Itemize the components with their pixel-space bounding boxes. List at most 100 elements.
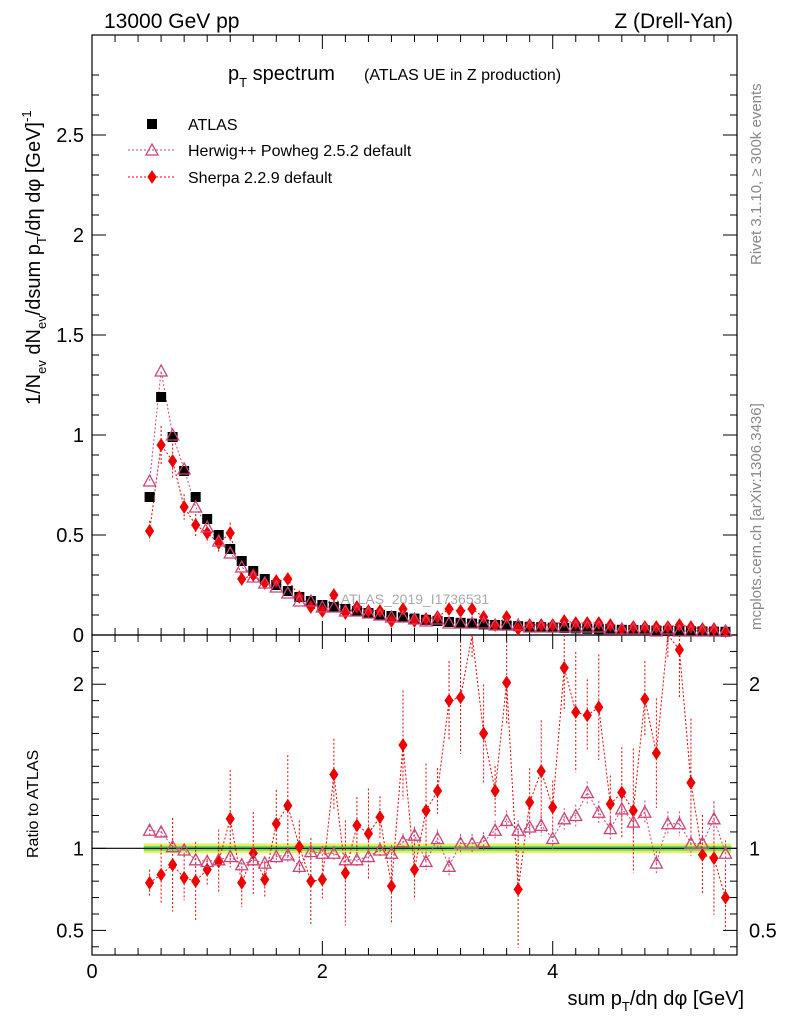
sherpa-ratio-point [559, 660, 569, 675]
herwig-point [603, 621, 618, 635]
sherpa-ratio-point [168, 857, 178, 872]
ratio-ytick-label: 1 [73, 838, 84, 860]
herwig-ratio-point [637, 804, 652, 818]
atlas-point [282, 586, 293, 596]
sherpa-point [444, 602, 454, 616]
sherpa-ratio-point [432, 783, 443, 798]
ratio-ytick-label-right: 0.5 [749, 920, 777, 942]
legend-label: Herwig++ Powheg 2.5.2 default [188, 143, 412, 160]
sherpa-ratio-point [363, 826, 374, 841]
herwig-point [211, 533, 226, 547]
herwig-ratio-point [511, 822, 526, 836]
sherpa-ratio-point [594, 700, 604, 715]
sherpa-point [191, 518, 201, 532]
sherpa-point [709, 622, 719, 636]
sherpa-ratio-point [375, 810, 385, 825]
herwig-point [545, 619, 560, 633]
herwig-ratio-line [149, 791, 726, 868]
sherpa-ratio-point [548, 800, 558, 815]
herwig-ratio-point [568, 808, 583, 822]
sherpa-point [663, 620, 673, 634]
herwig-point [223, 545, 238, 559]
main-series [142, 363, 733, 638]
ratio-ytick-label-right: 2 [749, 674, 760, 696]
herwig-point [488, 617, 503, 631]
sherpa-point [202, 526, 212, 540]
main-ytick-label: 1.5 [56, 325, 84, 347]
herwig-point [441, 615, 457, 629]
herwig-point [234, 559, 249, 573]
sherpa-point [421, 612, 431, 626]
sherpa-ratio-point [156, 867, 166, 882]
herwig-point [154, 363, 169, 377]
herwig-point [188, 499, 203, 513]
herwig-point [511, 617, 526, 631]
herwig-ratio-point [154, 824, 169, 838]
herwig-point [683, 623, 699, 637]
atlas-point [190, 492, 201, 502]
herwig-point [384, 609, 399, 623]
herwig-ratio-point [614, 801, 629, 815]
herwig-point [626, 621, 641, 635]
sherpa-ratio-point [490, 783, 500, 798]
herwig-point [303, 593, 318, 607]
herwig-ratio-point [280, 847, 295, 861]
herwig-point [614, 621, 629, 635]
sherpa-ratio-point [455, 690, 466, 705]
sherpa-ratio-line [149, 633, 726, 898]
ratio-ytick-label-right: 1 [749, 838, 760, 860]
sherpa-point [628, 620, 638, 634]
herwig-ratio-point [603, 821, 618, 835]
herwig-point [568, 619, 583, 633]
herwig-point [591, 619, 606, 633]
herwig-ratio-point [580, 785, 595, 799]
herwig-ratio-point [706, 811, 722, 825]
atlas-point [167, 432, 178, 442]
herwig-ratio-point [464, 836, 480, 850]
atlas-point [179, 466, 190, 476]
sherpa-ratio-point [340, 866, 350, 880]
herwig-point [557, 619, 572, 633]
sherpa-ratio-point [444, 693, 454, 708]
sherpa-ratio-point [479, 726, 489, 741]
atlas-point [559, 623, 570, 633]
atlas-point [156, 392, 167, 402]
herwig-point [361, 605, 376, 619]
atlas-point [467, 618, 478, 629]
atlas-point [455, 617, 466, 628]
herwig-ratio-point [626, 814, 641, 828]
sherpa-point [398, 602, 408, 616]
sherpa-point [640, 620, 650, 634]
main-axes: 0 0.5 1 1.5 2 2.5 [56, 35, 737, 647]
ratio-xtick-label: 0 [86, 961, 97, 983]
herwig-point [580, 619, 595, 633]
sherpa-ratio-point [144, 875, 155, 890]
sherpa-ratio-point [409, 862, 420, 877]
herwig-point [165, 427, 180, 441]
herwig-ratio-point [718, 845, 733, 859]
herwig-ratio-point [545, 831, 560, 845]
sherpa-ratio-point [283, 798, 293, 813]
legend-atlas-marker [147, 119, 157, 129]
sherpa-ratio-point [225, 811, 235, 826]
svg-text:(ATLAS UE in Z production): (ATLAS UE in Z production) [364, 67, 561, 84]
herwig-point [418, 613, 434, 627]
main-ytick-label: 2.5 [56, 125, 84, 147]
herwig-point [257, 575, 272, 589]
herwig-point [499, 617, 514, 631]
herwig-ratio-point [372, 842, 388, 856]
sherpa-point [168, 454, 178, 468]
sherpa-point [513, 622, 523, 636]
main-ytick-label: 0 [73, 625, 84, 647]
herwig-ratio-point [246, 852, 261, 866]
herwig-point [292, 593, 307, 607]
atlas-point [328, 602, 339, 612]
ratio-frame [91, 634, 738, 956]
herwig-ratio-point [303, 844, 318, 858]
herwig-ratio-point [660, 816, 675, 830]
herwig-point [453, 615, 468, 629]
herwig-ratio-point [188, 852, 203, 866]
header-left: 13000 GeV pp [104, 10, 239, 33]
herwig-point [326, 599, 341, 613]
